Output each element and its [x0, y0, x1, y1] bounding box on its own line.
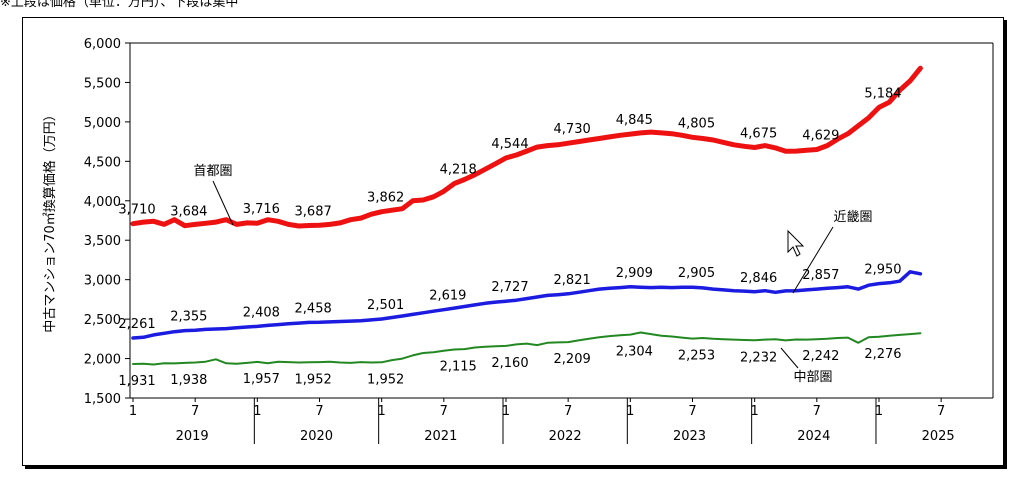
data-label: 4,675 [740, 127, 777, 142]
data-label: 1,957 [243, 372, 280, 387]
leader-line [212, 180, 234, 226]
y-tick-label: 1,500 [84, 392, 121, 407]
data-label: 2,458 [295, 301, 332, 316]
data-label: 2,857 [802, 268, 839, 283]
data-label: 3,716 [243, 202, 280, 217]
mouse-cursor-icon [787, 229, 805, 257]
data-label: 2,209 [554, 352, 591, 367]
data-labels: 3,710 3,684 3,716 3,687 3,862 4,218 4,544 4,730… [118, 86, 901, 389]
y-tick-label: 3,500 [84, 234, 121, 249]
year-label: 2019 [176, 429, 209, 444]
data-label: 1,952 [367, 372, 404, 387]
data-label: 4,218 [440, 163, 477, 178]
month-tick-label: 1 [751, 404, 759, 419]
data-label: 2,276 [864, 347, 901, 362]
data-label: 2,160 [491, 356, 528, 371]
year-label: 2023 [673, 429, 706, 444]
data-label: 3,710 [118, 203, 155, 218]
y-tick-label: 4,500 [84, 155, 121, 170]
y-tick-label: 5,000 [84, 116, 121, 131]
data-label: 2,909 [616, 266, 653, 281]
data-label: 3,684 [170, 205, 207, 220]
month-tick-label: 1 [378, 404, 386, 419]
data-label: 4,629 [802, 129, 839, 144]
year-label: 2022 [549, 429, 582, 444]
data-label: 2,950 [864, 263, 901, 278]
data-label: 4,805 [678, 116, 715, 131]
data-label: 2,821 [554, 273, 591, 288]
data-label: 1,938 [170, 373, 207, 388]
y-tick-label: 5,500 [84, 76, 121, 91]
data-label: 2,242 [802, 349, 839, 364]
data-label: 2,727 [491, 280, 528, 295]
series-line [132, 331, 922, 366]
month-tick-label: 1 [626, 404, 634, 419]
y-axis-title: 中古マンション70㎡換算価格（万円） [42, 108, 58, 333]
series-name-label: 中部圏 [793, 370, 832, 385]
y-tick-label: 2,500 [84, 313, 121, 328]
y-tick-label: 2,000 [84, 353, 121, 368]
page-title: ※上段は価格（単位：万円）、下段は集中 [0, 0, 239, 10]
month-tick-label: 7 [937, 404, 945, 419]
month-tick-label: 7 [564, 404, 572, 419]
data-label: 5,184 [864, 86, 901, 101]
series-lines [130, 65, 923, 366]
month-tick-label: 7 [191, 404, 199, 419]
data-label: 2,619 [429, 289, 466, 304]
data-label: 2,355 [170, 310, 207, 325]
year-label: 2024 [797, 429, 830, 444]
series-line [130, 65, 923, 229]
month-tick-label: 7 [813, 404, 821, 419]
month-tick-label: 7 [440, 404, 448, 419]
data-label: 4,730 [554, 122, 591, 137]
line-chart: 6,000 5,500 5,000 4,500 4,000 3,500 3,000 2,500… [42, 37, 994, 444]
data-label: 2,115 [440, 359, 477, 374]
leader-line [780, 347, 799, 369]
month-tick-label: 1 [253, 404, 261, 419]
data-label: 2,261 [118, 317, 155, 332]
month-tick-label: 7 [688, 404, 696, 419]
data-label: 4,544 [491, 137, 528, 152]
month-tick-label: 1 [502, 404, 510, 419]
data-label: 3,862 [367, 191, 404, 206]
series-line [131, 270, 923, 340]
data-label: 3,687 [295, 204, 332, 219]
data-label: 4,845 [616, 113, 653, 128]
data-label: 2,501 [367, 298, 404, 313]
leader-line [792, 226, 834, 294]
year-label: 2021 [424, 429, 457, 444]
data-label: 2,232 [740, 350, 777, 365]
y-tick-label: 3,000 [84, 274, 121, 289]
y-tick-label: 4,000 [84, 195, 121, 210]
axes: 6,000 5,500 5,000 4,500 4,000 3,500 3,000 2,500… [42, 37, 994, 444]
month-tick-label: 7 [315, 404, 323, 419]
y-tick-label: 6,000 [84, 37, 121, 52]
month-tick-label: 1 [875, 404, 883, 419]
year-label: 2025 [922, 429, 955, 444]
year-label: 2020 [300, 429, 333, 444]
data-label: 2,253 [678, 349, 715, 364]
series-name-label: 首都圏 [193, 164, 232, 179]
data-label: 1,952 [295, 372, 332, 387]
data-label: 2,408 [243, 305, 280, 320]
data-label: 2,905 [678, 266, 715, 281]
data-label: 2,846 [740, 271, 777, 286]
series-name-label: 近畿圏 [833, 210, 872, 225]
data-label: 1,931 [118, 374, 155, 389]
data-label: 2,304 [616, 345, 653, 360]
month-tick-label: 1 [129, 404, 137, 419]
chart-frame: 6,000 5,500 5,000 4,500 4,000 3,500 3,000 2,500… [22, 17, 1004, 466]
